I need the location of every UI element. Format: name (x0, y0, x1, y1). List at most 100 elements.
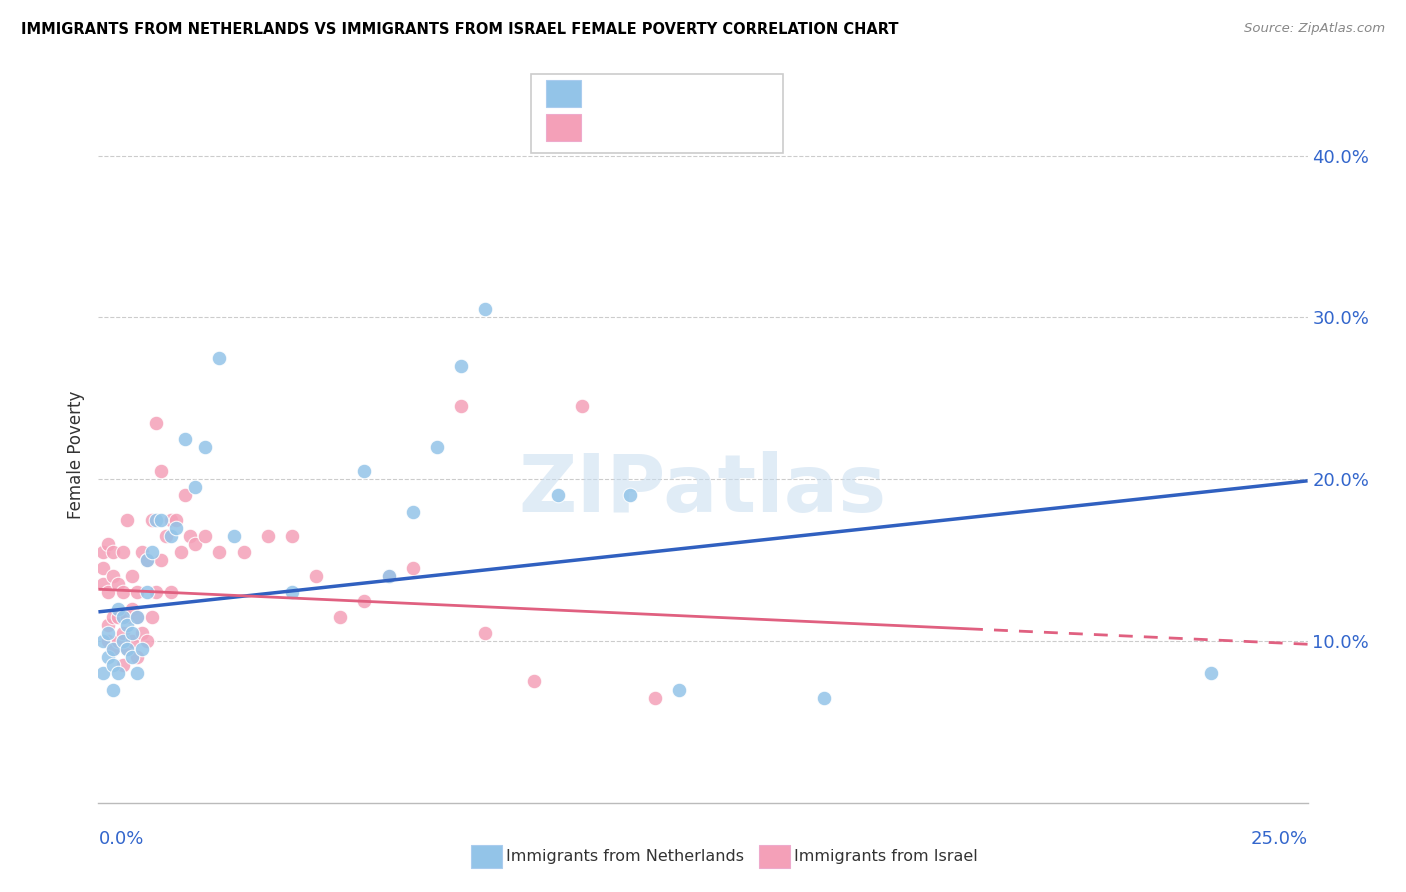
Point (256, 529, 278, 543)
Point (91, 666, 114, 681)
Point (111, 585, 134, 599)
Point (101, 682, 124, 697)
Point (145, 416, 167, 430)
Point (474, 626, 496, 640)
Point (145, 513, 167, 527)
Point (222, 529, 245, 543)
Point (184, 480, 207, 494)
Point (135, 634, 157, 648)
Point (305, 569, 328, 583)
Point (141, 545, 163, 559)
Point (377, 569, 399, 583)
Point (474, 302, 496, 317)
Point (107, 634, 129, 648)
Point (150, 464, 173, 478)
Point (668, 682, 690, 697)
Point (145, 585, 167, 599)
Point (97, 617, 120, 632)
Point (127, 585, 149, 599)
Point (135, 553, 157, 567)
Point (174, 432, 197, 446)
Point (179, 529, 201, 543)
Point (281, 529, 304, 543)
Point (127, 609, 149, 624)
Point (194, 529, 217, 543)
Point (402, 504, 425, 518)
Point (121, 634, 143, 648)
Point (160, 529, 183, 543)
Text: ZIPatlas: ZIPatlas (519, 450, 887, 529)
Text: Immigrants from Netherlands: Immigrants from Netherlands (506, 849, 744, 863)
Point (547, 488, 569, 502)
Point (208, 545, 231, 559)
Point (141, 609, 163, 624)
Text: 25.0%: 25.0% (1250, 830, 1308, 847)
Point (232, 545, 254, 559)
Point (91, 561, 114, 575)
Point (91, 577, 114, 591)
Point (450, 400, 472, 414)
Point (97, 585, 120, 599)
Point (91, 634, 114, 648)
Text: 42: 42 (733, 87, 754, 104)
Point (107, 601, 129, 615)
Point (131, 642, 153, 657)
Point (121, 626, 143, 640)
Point (101, 569, 124, 583)
Point (619, 488, 641, 502)
Point (111, 626, 134, 640)
Point (150, 553, 173, 567)
Point (174, 488, 197, 502)
Point (101, 642, 124, 657)
Point (135, 585, 157, 599)
Text: Immigrants from Israel: Immigrants from Israel (794, 849, 979, 863)
Point (150, 513, 173, 527)
Text: R =: R = (592, 87, 628, 104)
Point (117, 642, 139, 657)
Point (91, 545, 114, 559)
Point (97, 650, 120, 665)
Point (127, 666, 149, 681)
Point (127, 609, 149, 624)
Point (111, 658, 134, 673)
Point (813, 690, 835, 705)
Point (523, 674, 546, 689)
Point (107, 609, 129, 624)
Point (194, 440, 217, 454)
Point (329, 609, 352, 624)
Point (353, 593, 375, 607)
Point (1199, 666, 1222, 681)
Point (117, 513, 139, 527)
Text: 61: 61 (733, 120, 754, 138)
Point (450, 359, 472, 373)
Point (165, 521, 187, 535)
Point (377, 569, 399, 583)
Point (135, 553, 157, 567)
Point (402, 561, 425, 575)
Y-axis label: Female Poverty: Female Poverty (67, 391, 86, 519)
Point (101, 609, 124, 624)
Point (101, 545, 124, 559)
Point (111, 609, 134, 624)
Point (127, 650, 149, 665)
Text: Source: ZipAtlas.com: Source: ZipAtlas.com (1244, 22, 1385, 36)
Point (281, 585, 304, 599)
Point (121, 650, 143, 665)
Text: N =: N = (693, 120, 730, 138)
Point (184, 537, 207, 551)
Point (97, 626, 120, 640)
Point (141, 513, 163, 527)
Point (107, 666, 129, 681)
Point (571, 400, 593, 414)
Point (426, 440, 449, 454)
Point (107, 577, 129, 591)
Point (101, 642, 124, 657)
Point (121, 601, 143, 615)
Point (208, 351, 231, 365)
Point (160, 513, 183, 527)
Point (160, 585, 183, 599)
Point (111, 634, 134, 648)
Point (353, 464, 375, 478)
Point (97, 537, 120, 551)
Text: 0.0%: 0.0% (98, 830, 143, 847)
